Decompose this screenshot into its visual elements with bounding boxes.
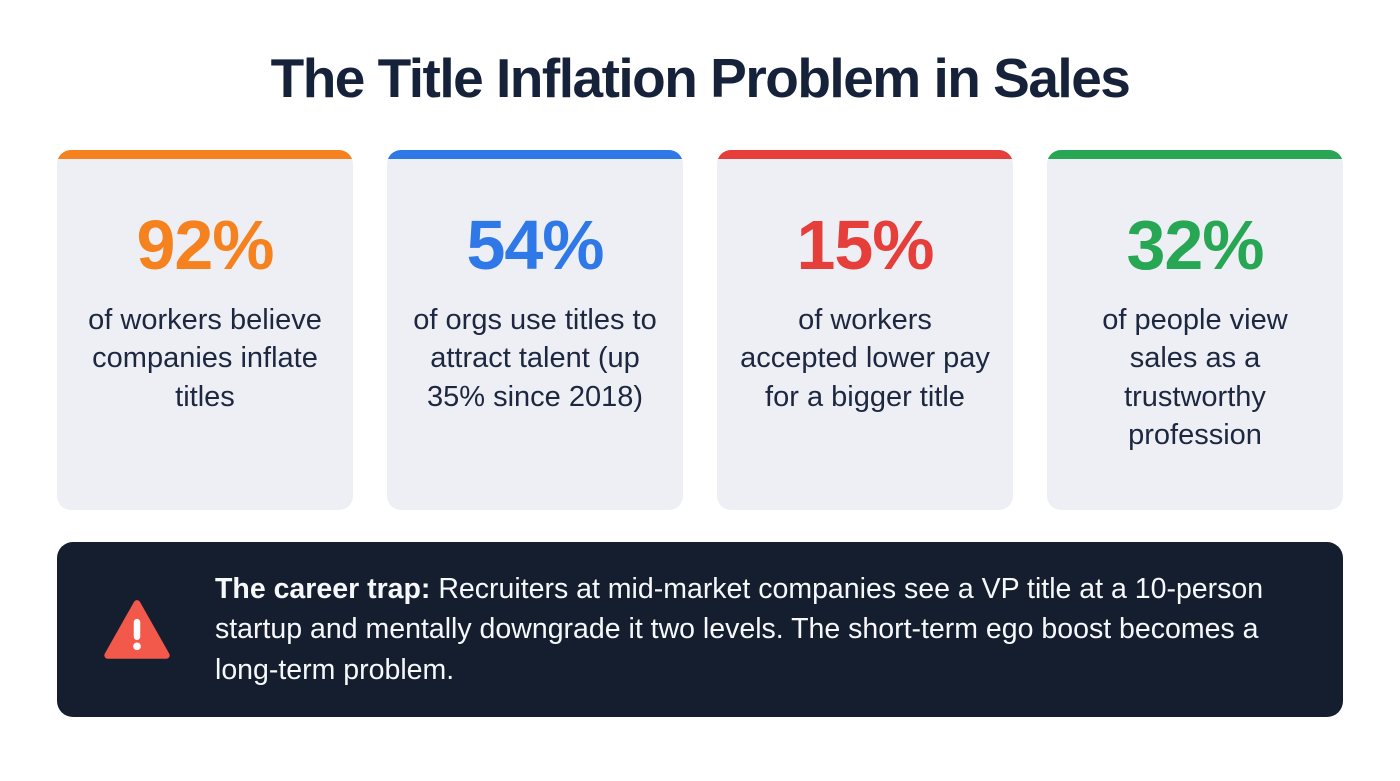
stat-value: 92% — [136, 206, 274, 284]
stat-value: 32% — [1126, 206, 1264, 284]
career-trap-callout: The career trap: Recruiters at mid-marke… — [57, 542, 1343, 717]
page-title: The Title Inflation Problem in Sales — [270, 47, 1131, 109]
card-accent-bar — [387, 150, 683, 159]
callout-text: The career trap: Recruiters at mid-marke… — [215, 569, 1297, 690]
stat-cards-row: 92% of workers believe companies inflate… — [57, 150, 1343, 510]
stat-card-orgs-titles: 54% of orgs use titles to attract talent… — [387, 150, 683, 510]
stat-card-lower-pay: 15% of workers accepted lower pay for a … — [717, 150, 1013, 510]
stat-value: 15% — [796, 206, 934, 284]
stat-description: of orgs use titles to attract talent (up… — [413, 304, 657, 413]
card-accent-bar — [57, 150, 353, 159]
callout-body: Recruiters at mid-market companies see a… — [215, 572, 1264, 686]
stat-card-trustworthy: 32% of people view sales as a trustworth… — [1047, 150, 1343, 510]
stat-description: of workers believe companies inflate tit… — [88, 304, 322, 413]
card-accent-bar — [717, 150, 1013, 159]
stat-value: 54% — [466, 206, 604, 284]
card-accent-bar — [1047, 150, 1343, 159]
callout-lead: The career trap: — [215, 572, 431, 605]
stat-card-workers-believe: 92% of workers believe companies inflate… — [57, 150, 353, 510]
stat-description: of workers accepted lower pay for a bigg… — [740, 304, 990, 413]
stat-description: of people view sales as a trustworthy pr… — [1102, 304, 1288, 451]
warning-triangle-icon — [103, 599, 171, 661]
